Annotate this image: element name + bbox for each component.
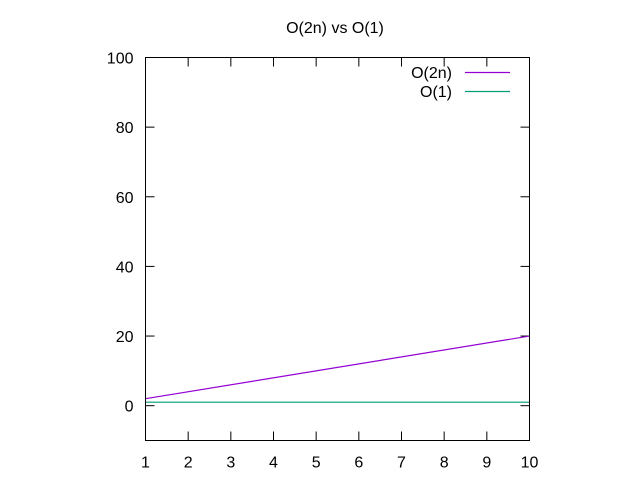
y-tick-label: 80 — [116, 120, 134, 137]
legend-label: O(1) — [420, 84, 452, 101]
y-tick-label: 0 — [125, 399, 134, 416]
x-tick-label: 9 — [482, 455, 491, 472]
x-tick-label: 3 — [226, 455, 235, 472]
chart-title: O(2n) vs O(1) — [286, 20, 384, 37]
series-line — [145, 335, 530, 400]
x-tick-label: 5 — [312, 455, 321, 472]
y-tick-label: 60 — [116, 190, 134, 207]
x-tick-label: 7 — [397, 455, 406, 472]
y-tick-label: 100 — [107, 51, 134, 68]
x-tick-label: 1 — [141, 455, 150, 472]
plot-border — [145, 57, 530, 441]
x-tick-label: 8 — [440, 455, 449, 472]
x-tick-label: 4 — [269, 455, 278, 472]
y-tick-label: 20 — [116, 329, 134, 346]
y-tick-label: 40 — [116, 259, 134, 276]
legend-label: O(2n) — [411, 65, 452, 82]
x-tick-label: 2 — [184, 455, 193, 472]
x-tick-label: 10 — [521, 455, 539, 472]
x-tick-label: 6 — [354, 455, 363, 472]
